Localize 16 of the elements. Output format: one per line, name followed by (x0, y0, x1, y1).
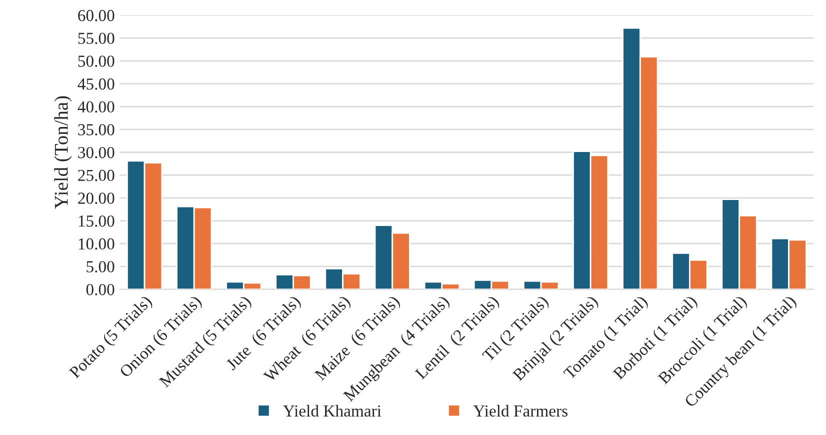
y-tick-label: 20.00 (78, 192, 114, 204)
legend-label: Yield Khamari (283, 404, 382, 417)
y-tick-label: 30.00 (78, 146, 114, 158)
y-tick-label: 60.00 (78, 10, 114, 22)
y-tick-label: 40.00 (78, 101, 114, 113)
y-tick-label: 10.00 (78, 238, 114, 250)
y-tick-label: 50.00 (78, 56, 114, 67)
y-tick-label: 0.00 (86, 284, 114, 296)
y-tick-label: 5.00 (86, 261, 114, 272)
y-tick-label: 35.00 (78, 124, 114, 136)
y-tick-label: 15.00 (78, 215, 114, 227)
legend-label: Yield Farmers (473, 404, 568, 417)
y-axis-title: Yield (Ton/ha) (54, 96, 72, 209)
y-tick-label: 25.00 (78, 170, 114, 182)
y-tick-label: 45.00 (78, 78, 114, 90)
y-tick-label: 55.00 (78, 32, 114, 44)
